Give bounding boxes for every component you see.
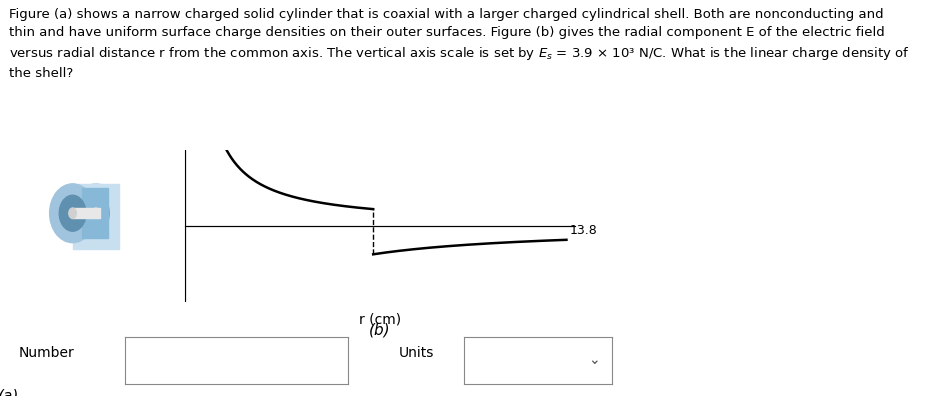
Text: Number: Number bbox=[19, 346, 74, 360]
Ellipse shape bbox=[59, 195, 86, 231]
Text: Figure (a) shows a narrow charged solid cylinder that is coaxial with a larger c: Figure (a) shows a narrow charged solid … bbox=[9, 8, 909, 80]
Text: (b): (b) bbox=[369, 322, 391, 337]
Ellipse shape bbox=[50, 184, 95, 243]
X-axis label: r (cm): r (cm) bbox=[359, 313, 401, 327]
Polygon shape bbox=[73, 184, 119, 249]
Text: ⌄: ⌄ bbox=[589, 353, 600, 367]
Ellipse shape bbox=[92, 208, 100, 219]
Text: (a): (a) bbox=[0, 388, 19, 396]
Ellipse shape bbox=[83, 195, 109, 231]
Text: Units: Units bbox=[399, 346, 434, 360]
Text: i: i bbox=[107, 353, 110, 367]
Text: 13.8: 13.8 bbox=[569, 225, 597, 238]
Ellipse shape bbox=[73, 184, 119, 243]
Polygon shape bbox=[82, 188, 108, 238]
Ellipse shape bbox=[69, 208, 76, 219]
Polygon shape bbox=[72, 208, 100, 219]
